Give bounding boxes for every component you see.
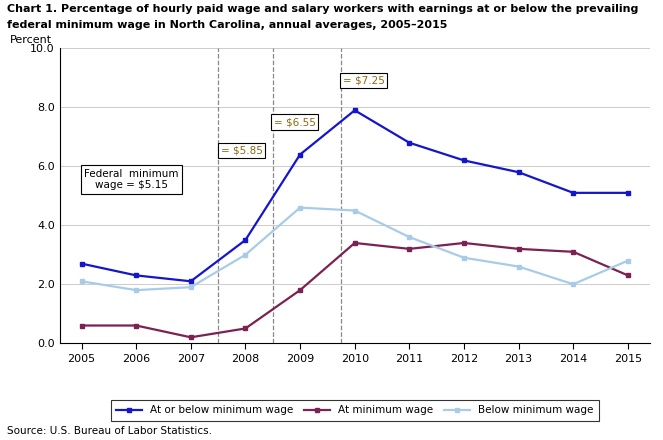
At minimum wage (241, 326, 249, 331)
At or below minimum wage (132, 273, 140, 278)
At minimum wage (570, 249, 577, 254)
Below minimum wage (405, 235, 413, 240)
Below minimum wage (570, 282, 577, 287)
Text: = $5.85: = $5.85 (221, 145, 263, 155)
At or below minimum wage (296, 152, 304, 157)
At or below minimum wage (405, 140, 413, 145)
Below minimum wage (187, 285, 195, 290)
Line: At or below minimum wage: At or below minimum wage (79, 108, 631, 284)
Line: Below minimum wage: Below minimum wage (79, 205, 631, 293)
At or below minimum wage (351, 108, 359, 113)
At or below minimum wage (241, 238, 249, 243)
Below minimum wage (624, 258, 632, 263)
At minimum wage (187, 335, 195, 340)
At or below minimum wage (570, 190, 577, 195)
Below minimum wage (296, 205, 304, 210)
Text: Percent: Percent (9, 36, 52, 45)
At minimum wage (514, 246, 522, 252)
At minimum wage (351, 240, 359, 246)
Below minimum wage (132, 287, 140, 293)
Text: Source: U.S. Bureau of Labor Statistics.: Source: U.S. Bureau of Labor Statistics. (7, 425, 211, 436)
At or below minimum wage (187, 279, 195, 284)
Below minimum wage (78, 279, 86, 284)
At minimum wage (405, 246, 413, 252)
At or below minimum wage (78, 261, 86, 266)
Line: At minimum wage: At minimum wage (79, 241, 631, 340)
At or below minimum wage (514, 169, 522, 175)
At minimum wage (460, 240, 468, 246)
Below minimum wage (351, 208, 359, 213)
At minimum wage (78, 323, 86, 328)
At minimum wage (624, 273, 632, 278)
At or below minimum wage (460, 158, 468, 163)
Text: Chart 1. Percentage of hourly paid wage and salary workers with earnings at or b: Chart 1. Percentage of hourly paid wage … (7, 4, 638, 15)
Below minimum wage (460, 255, 468, 260)
Below minimum wage (514, 264, 522, 269)
At minimum wage (132, 323, 140, 328)
At minimum wage (296, 287, 304, 293)
At or below minimum wage (624, 190, 632, 195)
Text: = $7.25: = $7.25 (343, 76, 385, 86)
Text: federal minimum wage in North Carolina, annual averages, 2005–2015: federal minimum wage in North Carolina, … (7, 20, 447, 30)
Legend: At or below minimum wage, At minimum wage, Below minimum wage: At or below minimum wage, At minimum wag… (111, 400, 599, 421)
Text: = $6.55: = $6.55 (274, 117, 316, 127)
Below minimum wage (241, 252, 249, 257)
Text: Federal  minimum
wage = $5.15: Federal minimum wage = $5.15 (84, 169, 179, 191)
